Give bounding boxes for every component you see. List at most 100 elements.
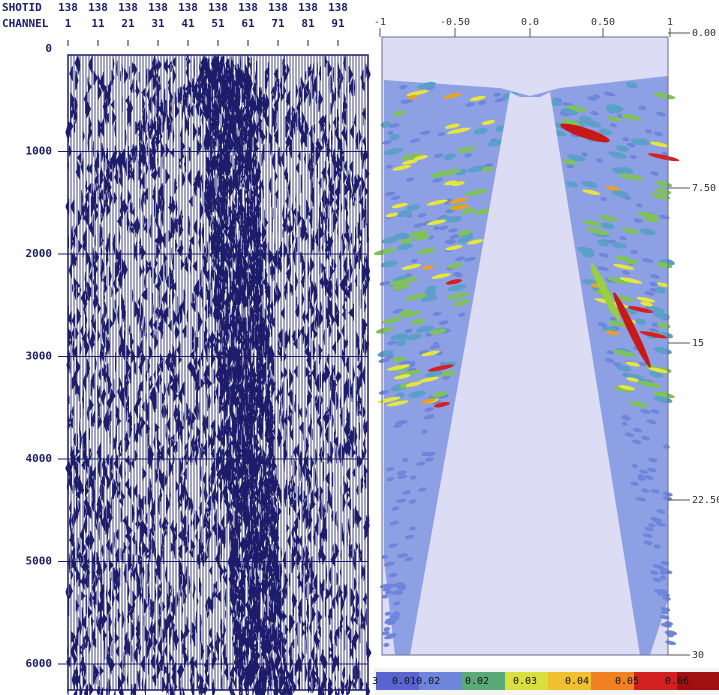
y-tick-label: 4000 xyxy=(26,452,53,465)
spectrum-blob xyxy=(649,141,669,148)
spectrum-blob xyxy=(402,159,418,165)
spectrum-blob xyxy=(645,129,652,134)
spectrum-blob xyxy=(648,367,669,374)
spectrum-blob xyxy=(381,594,389,599)
spectrum-blob xyxy=(457,230,472,236)
spectrum-blob xyxy=(645,305,665,314)
spectrum-blob xyxy=(396,420,408,425)
spectrum-blob xyxy=(388,123,400,128)
spectrum-blob xyxy=(386,477,394,482)
spectrum-blob xyxy=(642,533,653,538)
spectrum-blob xyxy=(403,276,417,283)
spectrum-blob xyxy=(388,583,395,588)
spectrum-blob xyxy=(391,590,400,595)
spectrum-blob xyxy=(652,564,665,569)
spectrum-blob xyxy=(647,523,656,528)
spectrum-blob xyxy=(638,381,662,388)
colorbar-label: 0.02 xyxy=(465,676,489,687)
spectrum-blob xyxy=(384,147,404,155)
spectrum-blob xyxy=(432,177,443,183)
spectrum-blob xyxy=(467,165,485,173)
spectrum-blob xyxy=(650,193,671,200)
spectrum-blob xyxy=(398,309,412,316)
colorbar-swatch xyxy=(462,672,505,690)
spectrum-blob xyxy=(620,114,642,121)
spectrum-blob xyxy=(640,301,653,307)
spectrum-blob xyxy=(393,232,408,240)
spectrum-blob xyxy=(474,208,491,215)
spectrum-blob xyxy=(619,277,643,284)
spectrum-blob xyxy=(659,575,667,580)
spectrum-blob xyxy=(607,277,630,284)
spectrum-blob xyxy=(410,318,426,325)
spectrum-blob xyxy=(656,509,666,514)
spectrum-blob xyxy=(637,211,659,219)
spectrum-blob xyxy=(630,481,640,486)
spectrum-blob xyxy=(443,153,454,161)
spectrum-blob xyxy=(386,364,411,371)
spectrum-blob xyxy=(382,317,402,324)
spectrum-blob xyxy=(598,252,609,258)
header-value: 138 xyxy=(328,1,348,14)
spectrum-blob xyxy=(425,457,435,462)
header-value: 31 xyxy=(151,17,165,30)
header-value: 81 xyxy=(301,17,315,30)
spectrum-blob xyxy=(410,258,418,264)
spectrum-blob xyxy=(626,377,639,382)
spectrum-blob xyxy=(404,556,413,562)
spectrum-blob xyxy=(637,474,645,479)
spectrum-blob xyxy=(388,619,397,624)
spectrum-blob xyxy=(451,204,470,210)
x-tick-label: -1 xyxy=(374,17,386,28)
spectrum-blob xyxy=(477,100,487,105)
spectrum-blob xyxy=(624,258,638,265)
colorbar-swatch xyxy=(591,672,634,690)
spectrum-blob xyxy=(382,587,391,592)
spectrum-blob xyxy=(644,291,655,296)
spectrum-blob xyxy=(639,469,649,474)
spectrum-blob xyxy=(565,181,579,188)
spectrum-blob xyxy=(417,81,437,90)
spectrum-blob xyxy=(619,236,627,241)
spectrum-blob xyxy=(391,202,408,209)
spectrum-blob xyxy=(408,499,417,504)
spectrum-blob xyxy=(429,328,447,335)
y-tick-label: 30 xyxy=(692,650,704,661)
spectrum-blob xyxy=(392,284,410,291)
spectrum-blob xyxy=(425,285,437,292)
spectrum-blob xyxy=(386,400,409,407)
spectrum-blob xyxy=(650,171,660,176)
spectrum-blob xyxy=(462,233,474,241)
spectrum-blob xyxy=(650,274,660,279)
spectrum-blob xyxy=(473,127,488,135)
x-tick-label: 1 xyxy=(667,17,673,28)
spectrum-blob xyxy=(440,370,456,377)
y-tick-label: 7.50 xyxy=(692,183,716,194)
spectrum-blob xyxy=(597,322,608,327)
spectrum-blob xyxy=(653,311,670,319)
spectrum-blob xyxy=(405,333,422,341)
spectrum-blob xyxy=(405,293,428,301)
spectrum-blob xyxy=(439,225,449,230)
spectrum-blob xyxy=(654,188,672,195)
spectrum-blob xyxy=(413,234,431,241)
spectrum-blob xyxy=(393,374,411,380)
spectrum-blob xyxy=(644,475,654,480)
spectrum-blob xyxy=(383,561,396,567)
spectrum-blob xyxy=(640,409,651,414)
spectrum-blob xyxy=(396,553,409,558)
spectrum-blob xyxy=(630,249,638,255)
spectrum-blob xyxy=(464,153,473,158)
colorbar-swatch xyxy=(634,672,677,690)
spectrum-blob xyxy=(405,381,422,387)
spectrum-blob xyxy=(650,517,662,522)
spectrum-blob xyxy=(410,475,417,480)
y-tick-label: 15 xyxy=(692,338,704,349)
spectrum-blob xyxy=(397,243,414,251)
spectrum-blob xyxy=(382,140,392,145)
spectrum-blob xyxy=(650,489,661,494)
spectrum-blob xyxy=(465,102,476,107)
spectrum-blob xyxy=(383,627,391,632)
spectrum-blob xyxy=(616,364,632,372)
